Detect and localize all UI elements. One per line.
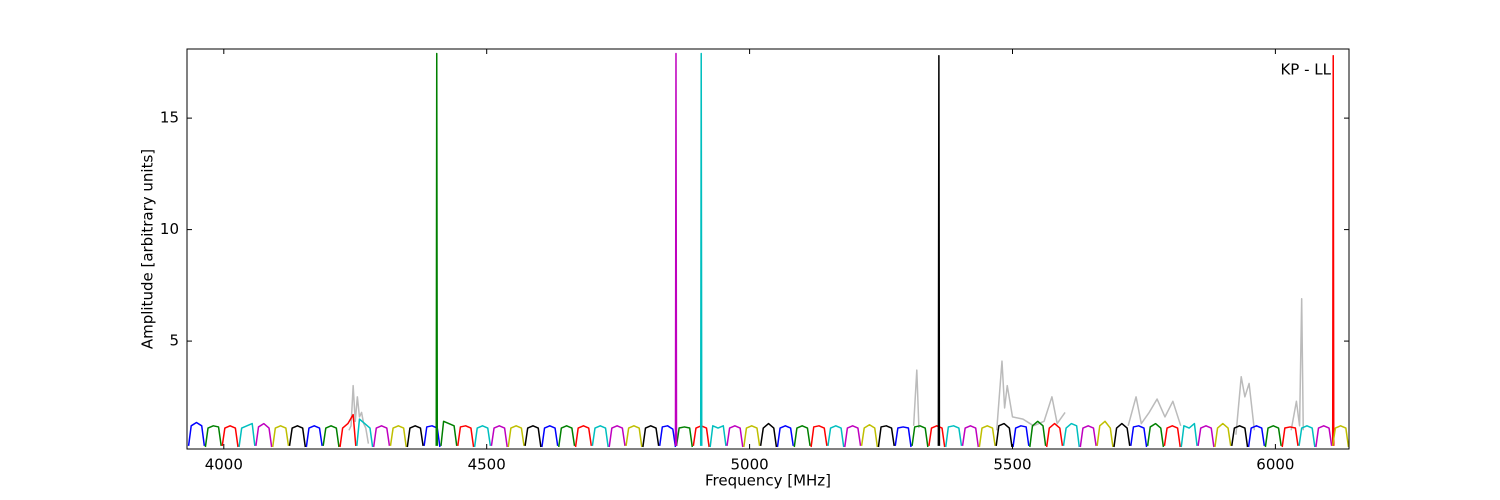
annotation: KP - LL <box>1280 61 1331 79</box>
x-tick-label: 4000 <box>205 456 243 474</box>
x-tick-label: 5500 <box>993 456 1031 474</box>
spectrum-line <box>255 52 1333 448</box>
spectrum-line <box>204 52 1282 448</box>
spectrum-line <box>348 297 1305 444</box>
y-tick-label: 15 <box>160 109 179 127</box>
spectrum-line <box>187 421 1266 448</box>
y-axis-label: Amplitude [arbitrary units] <box>139 149 157 349</box>
y-tick-label: 5 <box>169 332 179 350</box>
x-axis-label: Frequency [MHz] <box>705 472 831 490</box>
y-tick-label: 10 <box>160 220 179 238</box>
spectrum-line <box>238 52 1316 448</box>
x-tick-label: 4500 <box>468 456 506 474</box>
spectrum-line <box>288 54 1249 448</box>
plot-area <box>187 52 1349 448</box>
x-tick-label: 5000 <box>731 456 769 474</box>
axes-frame <box>186 48 1350 450</box>
spectrum-line <box>271 420 1349 448</box>
x-tick-label: 6000 <box>1256 456 1294 474</box>
